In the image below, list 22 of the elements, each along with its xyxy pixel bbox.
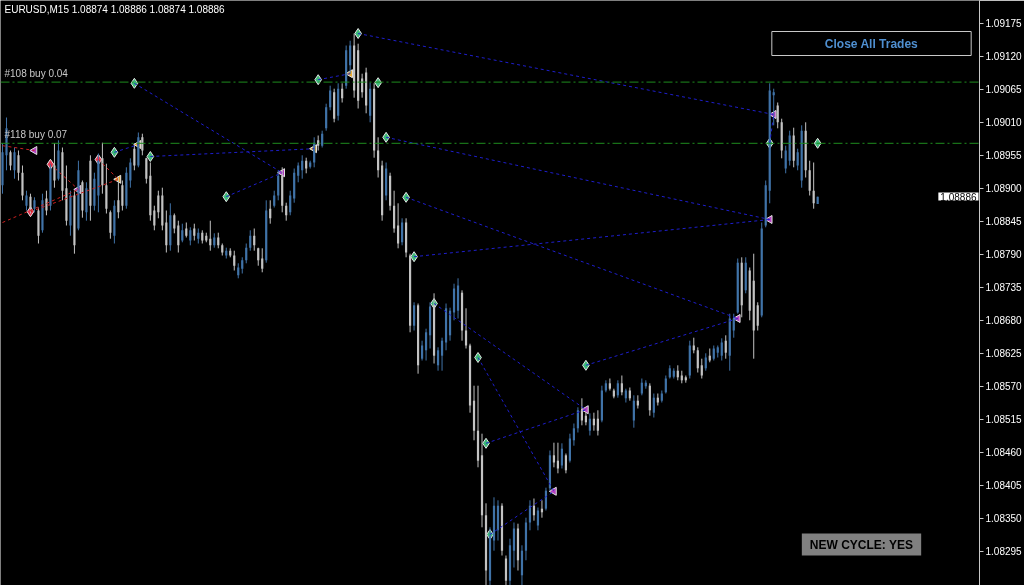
y-tick-label: 1.08570 bbox=[985, 381, 1023, 393]
y-tick-label: 1.08680 bbox=[985, 315, 1023, 327]
y-tick-label: 1.08735 bbox=[985, 282, 1023, 294]
y-tick-label: 1.08405 bbox=[985, 480, 1023, 492]
chart-title: EURUSD,M15 1.08874 1.08886 1.08874 1.08886 bbox=[4, 4, 226, 15]
y-tick-label: 1.08625 bbox=[985, 348, 1023, 360]
ref-line-label: #108 buy 0.04 bbox=[4, 68, 69, 80]
y-tick-label: 1.08955 bbox=[985, 150, 1023, 162]
annotation: NEW CYCLE: YES bbox=[809, 537, 913, 552]
y-tick-label: 1.08515 bbox=[985, 414, 1023, 426]
y-tick-label: 1.08295 bbox=[985, 546, 1023, 558]
y-tick-label: 1.09010 bbox=[985, 117, 1023, 129]
y-tick-label: 1.08460 bbox=[985, 447, 1023, 459]
y-tick-label: 1.08350 bbox=[985, 513, 1023, 525]
y-tick-label: 1.09175 bbox=[985, 18, 1023, 30]
y-tick-label: 1.09065 bbox=[985, 84, 1023, 96]
annotation: Close All Trades bbox=[824, 36, 919, 51]
y-tick-label: 1.08790 bbox=[985, 249, 1023, 261]
annotation: 1.08886 bbox=[940, 191, 977, 203]
y-tick-label: 1.08845 bbox=[985, 216, 1023, 228]
y-tick-label: 1.09120 bbox=[985, 51, 1023, 63]
y-tick-label: 1.08900 bbox=[985, 183, 1023, 195]
